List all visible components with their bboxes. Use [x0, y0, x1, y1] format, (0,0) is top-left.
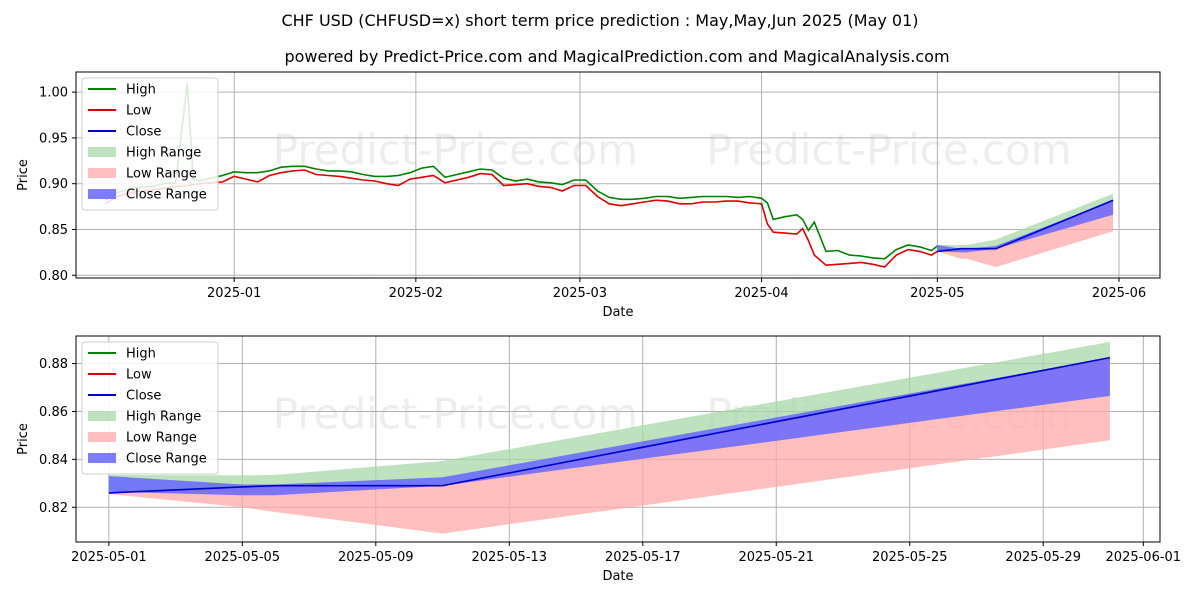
legend: High Low Close High Range Low Range Close Ran… [81, 341, 219, 475]
top-chart: Predict-Price.com Predict-Price.com Predic… [16, 71, 1161, 320]
x-axis-label: Date [602, 305, 633, 320]
legend-label: High Range [126, 146, 201, 161]
axes-frame [75, 71, 1161, 279]
legend-swatch-patch [88, 432, 116, 442]
y-tick-label: 0.90 [39, 177, 68, 192]
y-tick-label: 1.00 [39, 86, 68, 101]
x-tick-label: 2025-05-17 [605, 550, 681, 565]
x-tick-label: 2025-03 [553, 286, 607, 301]
legend: High Low Close High Range Low Range Close Ran… [81, 77, 219, 211]
plot-area [104, 82, 1114, 268]
high-series-line [104, 82, 938, 260]
legend-label: Low [126, 104, 152, 119]
high-range-band [937, 193, 1114, 252]
x-tick-label: 2025-06-01 [1106, 550, 1182, 565]
x-axis-label: Date [602, 569, 633, 584]
legend-label: Close Range [126, 188, 207, 203]
close-series-line [937, 199, 1114, 253]
x-tick-label: 2025-05-29 [1005, 550, 1081, 565]
y-axis-label: Price [16, 159, 31, 191]
watermark-text: Predict-Price.com [273, 126, 638, 175]
x-tick-label: 2025-05-13 [472, 550, 548, 565]
plot-area [108, 342, 1111, 534]
legend-label: Low Range [126, 431, 197, 446]
bottom-chart: Predict-Price.com Predict-Price.com Predic… [16, 335, 1182, 584]
watermark-text: Predict-Price.com [706, 270, 1071, 319]
legend-label: Close [126, 125, 161, 140]
low-series-line [104, 169, 938, 268]
chart-subtitle: powered by Predict-Price.com and Magical… [284, 47, 949, 66]
watermark: Predict-Price.com Predict-Price.com Predic… [273, 126, 1072, 319]
legend-label: Close Range [126, 452, 207, 467]
axes-frame [75, 335, 1161, 543]
x-tick-label: 2025-06 [1092, 286, 1146, 301]
x-tick-label: 2025-05-05 [205, 550, 281, 565]
legend-label: High [126, 83, 156, 98]
x-tick-label: 2025-02 [389, 286, 443, 301]
watermark-text: Predict-Price.com [706, 126, 1071, 175]
legend-label: High Range [126, 410, 201, 425]
legend-swatch-patch [88, 453, 116, 463]
x-tick-label: 2025-01 [207, 286, 261, 301]
y-tick-label: 0.88 [39, 357, 68, 372]
x-tick-label: 2025-05 [910, 286, 964, 301]
x-tick-label: 2025-04 [734, 286, 788, 301]
close-series-line [108, 356, 1111, 494]
legend-label: Low [126, 368, 152, 383]
chart-title: CHF USD (CHFUSD=x) short term price pred… [281, 11, 918, 30]
x-tick-label: 2025-05-01 [71, 550, 147, 565]
y-tick-label: 0.80 [39, 269, 68, 284]
legend-swatch-patch [88, 411, 116, 421]
legend-swatch-patch [88, 168, 116, 178]
high-range-band [108, 342, 1110, 493]
watermark-text: Predict-Price.com [273, 534, 638, 583]
y-axis-label: Price [16, 423, 31, 455]
legend-label: Close [126, 389, 161, 404]
x-tick-label: 2025-05-25 [872, 550, 948, 565]
watermark-text: Predict-Price.com [706, 534, 1071, 583]
watermark-text: Predict-Price.com [273, 270, 638, 319]
y-tick-label: 0.85 [39, 223, 68, 238]
y-tick-label: 0.82 [39, 501, 68, 516]
legend-label: High [126, 347, 156, 362]
x-tick-label: 2025-05-21 [738, 550, 814, 565]
legend-swatch-patch [88, 147, 116, 157]
y-tick-label: 0.84 [39, 453, 68, 468]
legend-swatch-patch [88, 189, 116, 199]
x-tick-label: 2025-05-09 [338, 550, 414, 565]
legend-label: Low Range [126, 167, 197, 182]
y-tick-label: 0.86 [39, 405, 68, 420]
y-tick-label: 0.95 [39, 131, 68, 146]
watermark-text: Predict-Price.com [273, 390, 638, 439]
